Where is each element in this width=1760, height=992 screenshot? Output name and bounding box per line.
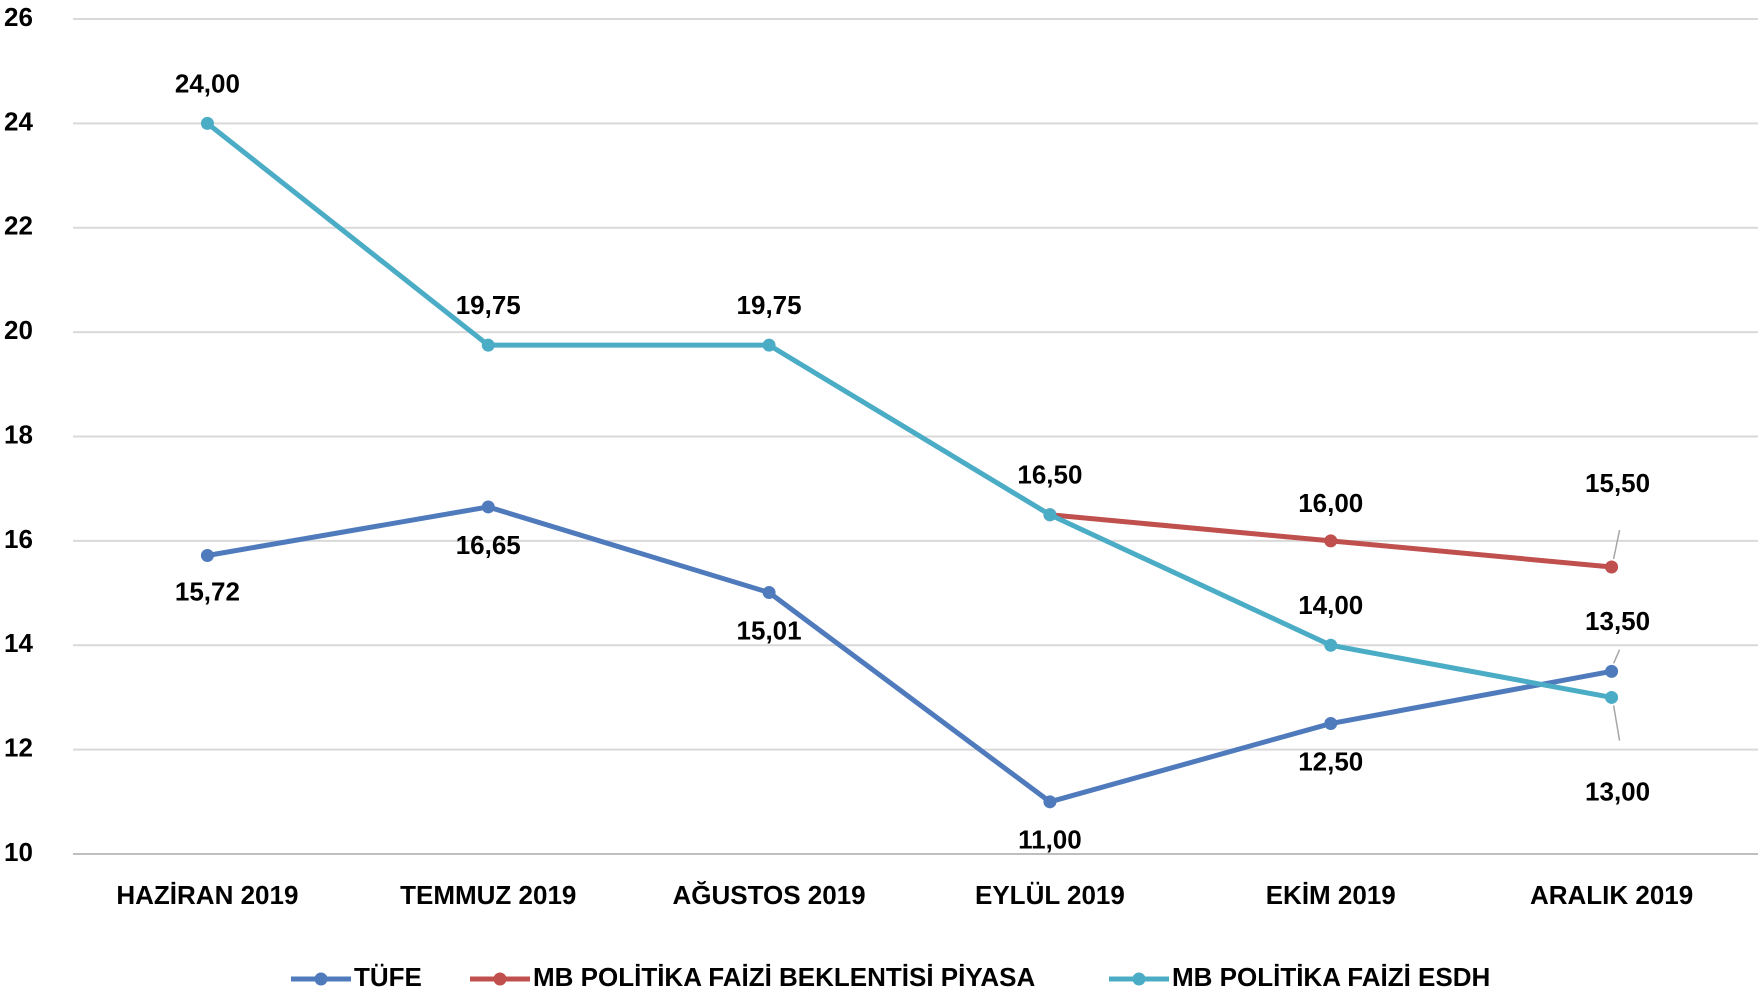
data-label: 13,50 [1585,606,1650,636]
legend-label: MB POLİTİKA FAİZİ BEKLENTİSİ PİYASA [533,962,1035,992]
y-tick-label: 18 [4,419,33,449]
data-label: 14,00 [1298,590,1363,620]
data-label: 15,01 [737,615,802,645]
data-point [762,338,776,352]
data-label: 15,72 [175,576,240,606]
data-point [1324,534,1338,548]
x-tick-label: AĞUSTOS 2019 [672,880,865,910]
data-point [1605,690,1619,704]
data-point [762,586,776,600]
y-tick-label: 10 [4,837,33,867]
data-point [200,548,214,562]
data-point [1043,508,1057,522]
data-label: 16,50 [1017,460,1082,490]
leader-line [1612,649,1621,664]
x-tick-label: HAZİRAN 2019 [116,880,298,910]
data-point [200,116,214,130]
series-line [205,121,1613,700]
data-label: 12,50 [1298,746,1363,776]
x-tick-label: EYLÜL 2019 [975,880,1125,910]
y-tick-label: 14 [4,628,33,658]
data-label: 19,75 [737,290,802,320]
legend-marker [1132,972,1146,986]
series-line [206,504,1613,805]
data-point [1605,664,1619,678]
data-label: 15,50 [1585,468,1650,498]
data-label: 16,00 [1298,488,1363,518]
data-point [1043,795,1057,809]
y-tick-label: 22 [4,211,33,241]
x-tick-label: ARALIK 2019 [1530,880,1693,910]
legend-marker [493,972,507,986]
y-tick-label: 26 [4,2,33,32]
x-tick-label: EKİM 2019 [1266,880,1396,910]
legend-label: MB POLİTİKA FAİZİ ESDH [1172,962,1490,992]
y-tick-label: 16 [4,524,33,554]
y-tick-label: 12 [4,733,33,763]
leader-line [1612,529,1621,560]
data-point [481,338,495,352]
y-tick-label: 20 [4,315,33,345]
legend-marker [314,972,328,986]
data-point [481,500,495,514]
data-label: 16,65 [456,530,521,560]
data-label: 13,00 [1585,776,1650,806]
leader-line [1612,705,1621,741]
x-tick-label: TEMMUZ 2019 [400,880,576,910]
data-point [1324,638,1338,652]
y-tick-label: 24 [4,106,33,136]
data-label: 24,00 [175,68,240,98]
data-label: 11,00 [1018,825,1082,855]
legend-label: TÜFE [354,962,422,992]
data-label: 19,75 [456,290,521,320]
data-point [1324,717,1338,731]
data-point [1605,560,1619,574]
